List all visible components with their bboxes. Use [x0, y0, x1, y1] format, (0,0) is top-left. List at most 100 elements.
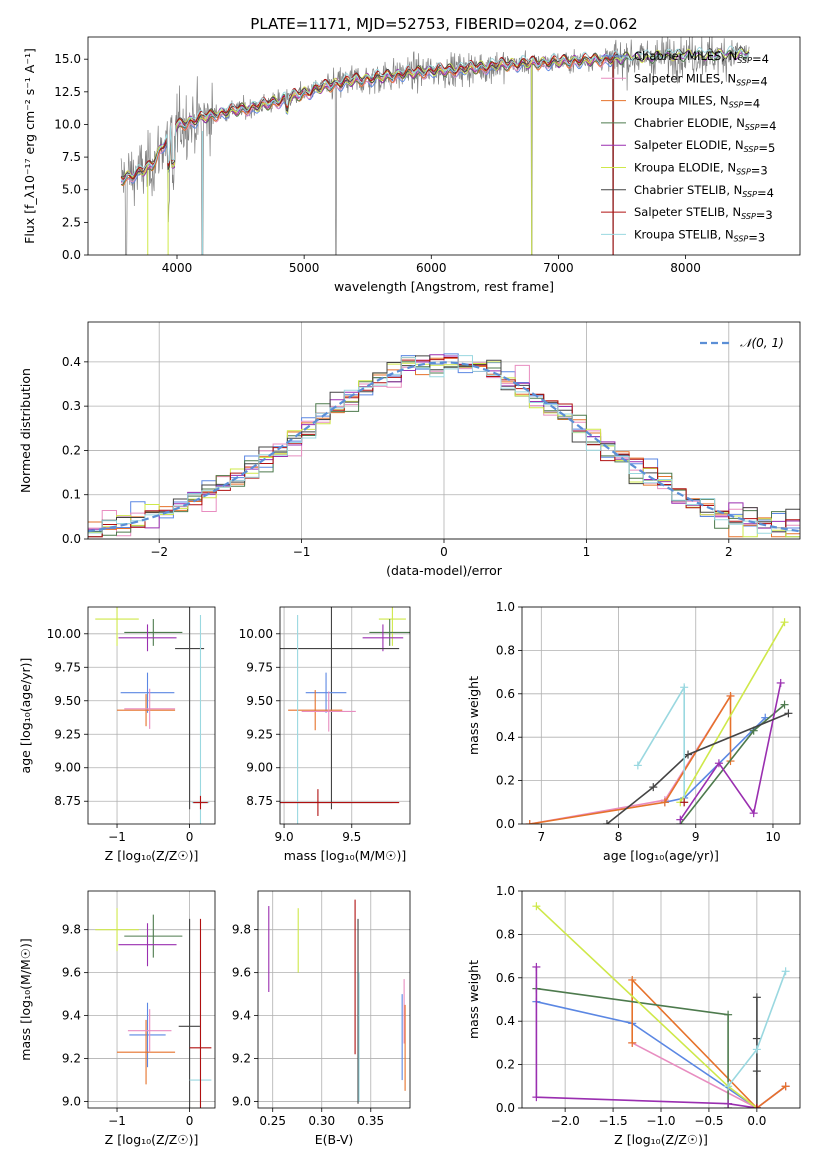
x-tick-label: 4000	[162, 261, 193, 275]
weight-vs-Z-plot-area	[532, 902, 790, 1108]
axes-frame	[257, 890, 411, 1109]
x-tick-label: 0.0	[747, 1114, 766, 1128]
x-tick-label: −0.5	[694, 1114, 723, 1128]
y-tick-label: 9.75	[246, 660, 273, 674]
y-tick-label: 9.6	[62, 966, 81, 980]
y-tick-label: 9.4	[62, 1009, 81, 1023]
y-tick-label: 9.00	[246, 761, 273, 775]
y-tick-label: 1.0	[496, 884, 515, 898]
y-tick-label: 9.25	[246, 727, 273, 741]
weight-vs-metallicity-panel: −2.0 −1.5 −1.0 −0.5 0.0 0.0 0.2 0.4 0.6 0.8 1.0 Z […	[466, 884, 801, 1147]
y-tick-label: 12.5	[54, 85, 81, 99]
mass-vs-metallicity-panel: −1 0 9.0 9.2 9.4 9.6 9.8 Z [log₁₀(Z/Z☉)] mass [l…	[18, 890, 216, 1147]
y-tick-label: 0.4	[496, 1014, 515, 1028]
histogram-step-chabrier-stelib	[88, 355, 800, 538]
y-tick-label: 15.0	[54, 52, 81, 66]
y-tick-label: 9.25	[54, 727, 81, 741]
y-tick-label: 0.1	[62, 488, 81, 502]
axes-frame	[87, 36, 801, 256]
legend-label: Chabrier STELIB, NSSP=4	[634, 183, 774, 200]
x-tick-label: 9.0	[275, 830, 294, 844]
weight-line-kroupa-elodie	[535, 905, 758, 1108]
x-tick-label: 1	[583, 545, 591, 559]
y-tick-label: 0.8	[496, 927, 515, 941]
legend-label: Salpeter MILES, NSSP=4	[634, 71, 768, 88]
x-tick-label: −2.0	[551, 1114, 580, 1128]
y-tick-label: 9.2	[62, 1052, 81, 1066]
x-axis-label: Z [log₁₀(Z/Z☉)]	[614, 1132, 708, 1147]
x-axis-label: age [log₁₀(age/yr)]	[603, 848, 719, 863]
y-tick-label: 0.2	[496, 774, 515, 788]
y-tick-label: 9.50	[246, 694, 273, 708]
x-tick-label: −1	[108, 830, 126, 844]
figure-title: PLATE=1171, MJD=52753, FIBERID=0204, z=0…	[250, 15, 637, 33]
x-axis-label: mass [log₁₀(M/M☉)]	[284, 848, 406, 863]
axes-frame	[521, 606, 801, 825]
x-tick-label: −1.5	[598, 1114, 627, 1128]
residuals-panel: −2 −1 0 1 2 0.0 0.1 0.2 0.3 0.4 (data-model)/error…	[18, 321, 801, 578]
y-tick-label: 9.50	[54, 694, 81, 708]
y-axis-label: age [log₁₀(age/yr)]	[18, 658, 33, 774]
y-tick-label: 2.5	[62, 215, 81, 229]
weight-line-kroupa-miles	[631, 978, 787, 1108]
model-spectrum-line-kroupa-stelib	[120, 45, 750, 182]
x-tick-label: 0	[186, 830, 194, 844]
spectrum-plot-area	[120, 37, 750, 255]
legend-label: Chabrier MILES, NSSP=4	[634, 49, 769, 66]
y-tick-label: 9.2	[232, 1052, 251, 1066]
y-tick-label: 0.2	[496, 1058, 515, 1072]
x-tick-label: −1	[293, 545, 311, 559]
mass-vs-Z-plot-area	[95, 908, 212, 1108]
age-vs-Z-plot-area	[95, 607, 210, 824]
y-tick-label: 0.8	[496, 643, 515, 657]
x-tick-label: −1	[108, 1114, 126, 1128]
axes-frame	[279, 606, 411, 825]
y-axis-label: Normed distribution	[18, 368, 33, 493]
y-tick-label: 0.3	[62, 399, 81, 413]
x-tick-label: −1.0	[646, 1114, 675, 1128]
y-tick-label: 8.75	[54, 794, 81, 808]
legend-label: Kroupa ELODIE, NSSP=3	[634, 161, 768, 178]
model-spectrum-line-salpeter-stelib	[120, 51, 616, 180]
normal-distribution-curve	[88, 361, 800, 533]
x-tick-label: 9.5	[342, 830, 361, 844]
x-axis-label: (data-model)/error	[386, 563, 503, 578]
weight-line-salpeter-elodie	[679, 682, 782, 821]
x-axis-label: Z [log₁₀(Z/Z☉)]	[105, 1132, 199, 1147]
y-tick-label: 8.75	[246, 794, 273, 808]
y-tick-label: 9.6	[232, 966, 251, 980]
mass-vs-ebv-plot-area	[268, 899, 406, 1104]
weight-line-salpeter-elodie	[535, 967, 758, 1108]
y-tick-label: 9.75	[54, 660, 81, 674]
x-tick-label: 5000	[289, 261, 320, 275]
y-tick-label: 0.4	[496, 730, 515, 744]
x-tick-label: 8000	[670, 261, 701, 275]
model-spectrum-line-chabrier-stelib	[120, 46, 750, 180]
x-tick-label: 0.35	[357, 1114, 384, 1128]
y-axis-label: Flux [f_λ10⁻¹⁷ erg cm⁻² s⁻¹ A⁻¹]	[22, 48, 37, 244]
y-axis-label: mass weight	[466, 960, 481, 1039]
x-tick-label: 7000	[543, 261, 574, 275]
x-tick-label: 0.30	[308, 1114, 335, 1128]
legend-label: Chabrier ELODIE, NSSP=4	[634, 116, 776, 133]
x-tick-label: 0	[440, 545, 448, 559]
x-tick-label: 6000	[416, 261, 447, 275]
x-tick-label: 10	[765, 830, 780, 844]
y-tick-label: 9.4	[232, 1009, 251, 1023]
y-tick-label: 0.0	[496, 1101, 515, 1115]
spectrum-legend: Chabrier MILES, NSSP=4 Salpeter MILES, NS…	[601, 49, 776, 244]
mass-vs-ebv-panel: 0.25 0.30 0.35 9.0 9.2 9.4 9.6 9.8 E(B-V)	[232, 890, 411, 1147]
axes-frame	[87, 890, 216, 1109]
y-tick-label: 5.0	[62, 183, 81, 197]
legend-label: Salpeter ELODIE, NSSP=5	[634, 138, 775, 155]
x-tick-label: 0.25	[259, 1114, 286, 1128]
age-vs-metallicity-panel: −1 0 8.75 9.00 9.25 9.50 9.75 10.00 Z [log₁₀(Z/Z…	[18, 606, 216, 863]
legend-label: Kroupa STELIB, NSSP=3	[634, 227, 765, 244]
y-axis-label: mass [log₁₀(M/M☉)]	[18, 938, 33, 1060]
legend-label: Salpeter STELIB, NSSP=3	[634, 205, 773, 222]
x-tick-label: 7	[537, 830, 545, 844]
y-tick-label: 0.6	[496, 687, 515, 701]
spectrum-panel: 4000 5000 6000 7000 8000 0.0 2.5 5.0 7.5 10.0 12.5…	[22, 36, 801, 294]
x-axis-label: Z [log₁₀(Z/Z☉)]	[105, 848, 199, 863]
